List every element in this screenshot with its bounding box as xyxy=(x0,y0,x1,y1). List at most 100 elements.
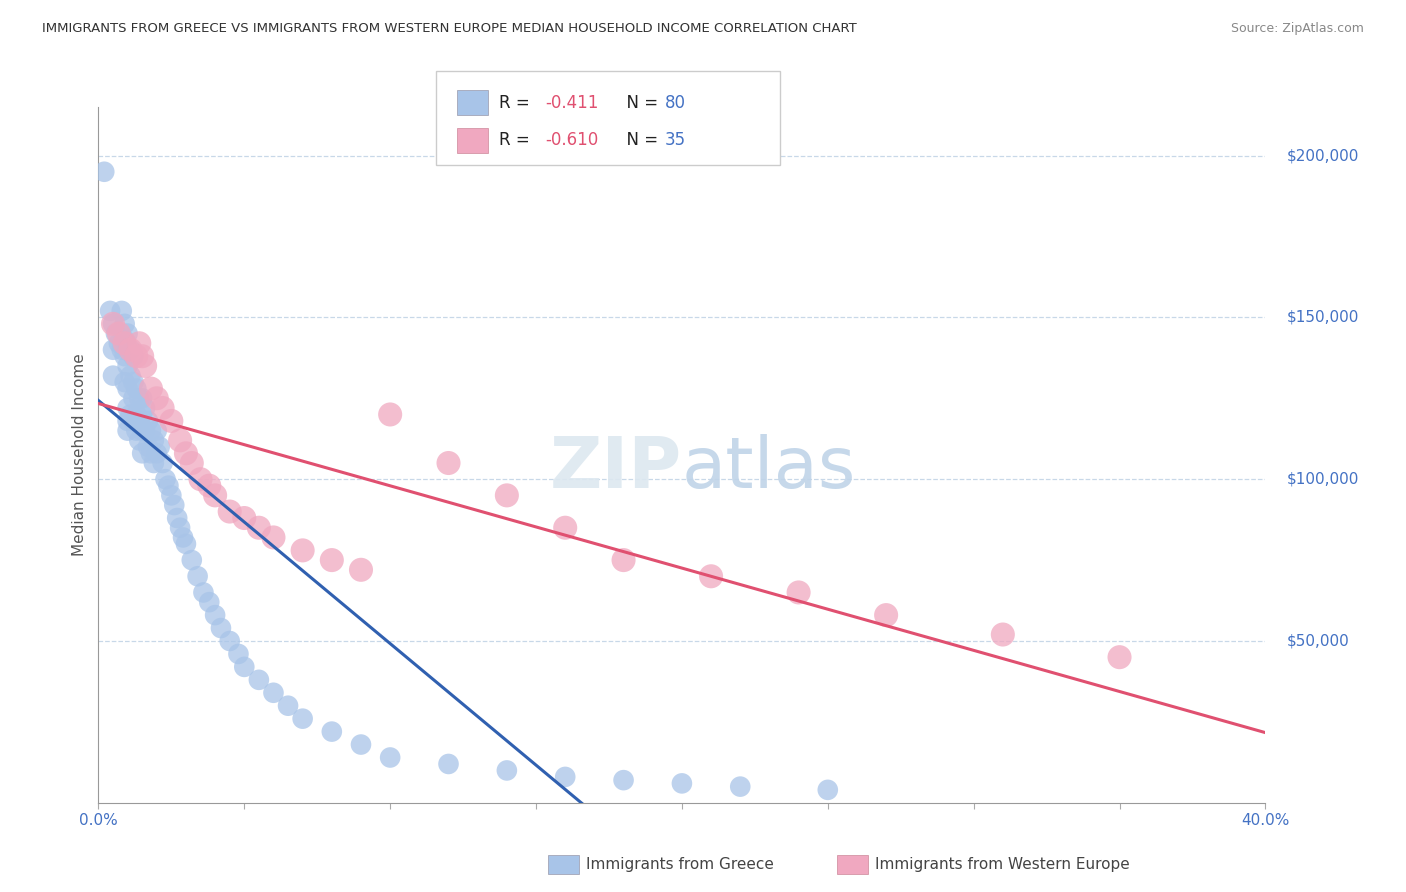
Point xyxy=(134,359,156,373)
Point xyxy=(875,608,897,623)
Point xyxy=(101,343,124,357)
Point xyxy=(125,408,148,422)
Text: R =: R = xyxy=(499,94,536,112)
Point xyxy=(139,446,162,460)
Point xyxy=(991,627,1014,641)
Point xyxy=(169,434,191,448)
Point xyxy=(120,368,142,383)
Text: $50,000: $50,000 xyxy=(1286,633,1350,648)
Point xyxy=(700,569,723,583)
Point xyxy=(155,472,177,486)
Point xyxy=(125,382,148,396)
Point xyxy=(495,488,517,502)
Point xyxy=(114,336,136,351)
Point xyxy=(114,375,136,389)
Point xyxy=(122,414,145,428)
Point xyxy=(139,382,162,396)
Point xyxy=(117,326,139,341)
Point xyxy=(1108,650,1130,665)
Point xyxy=(93,165,115,179)
Text: 80: 80 xyxy=(665,94,686,112)
Point xyxy=(233,660,256,674)
Text: $100,000: $100,000 xyxy=(1286,472,1360,487)
Text: R =: R = xyxy=(499,131,536,149)
Point xyxy=(122,349,145,363)
Point xyxy=(117,343,139,357)
Point xyxy=(152,456,174,470)
Point xyxy=(321,724,343,739)
Point xyxy=(122,392,145,406)
Point xyxy=(120,408,142,422)
Point xyxy=(117,424,139,438)
Point xyxy=(817,782,839,797)
Point xyxy=(228,647,250,661)
Point xyxy=(209,621,232,635)
Point xyxy=(437,456,460,470)
Point xyxy=(174,446,197,460)
Point xyxy=(128,414,150,428)
Point xyxy=(131,424,153,438)
Point xyxy=(554,770,576,784)
Point xyxy=(101,317,124,331)
Point xyxy=(495,764,517,778)
Point xyxy=(787,585,810,599)
Point xyxy=(131,446,153,460)
Point xyxy=(190,472,212,486)
Point xyxy=(152,401,174,415)
Point xyxy=(218,634,240,648)
Text: Immigrants from Greece: Immigrants from Greece xyxy=(586,857,775,871)
Point xyxy=(111,343,134,357)
Point xyxy=(134,401,156,415)
Point xyxy=(378,750,402,764)
Point xyxy=(612,553,634,567)
Point xyxy=(198,595,221,609)
Point xyxy=(160,414,183,428)
Y-axis label: Median Household Income: Median Household Income xyxy=(72,353,87,557)
Point xyxy=(321,553,343,567)
Point xyxy=(146,446,169,460)
Text: atlas: atlas xyxy=(682,434,856,503)
Point xyxy=(350,738,373,752)
Text: $150,000: $150,000 xyxy=(1286,310,1360,325)
Point xyxy=(136,440,159,454)
Point xyxy=(554,521,576,535)
Point xyxy=(131,408,153,422)
Point xyxy=(671,776,693,790)
Point xyxy=(114,317,136,331)
Point xyxy=(169,521,191,535)
Point xyxy=(142,456,165,470)
Point xyxy=(174,537,197,551)
Point xyxy=(117,382,139,396)
Text: IMMIGRANTS FROM GREECE VS IMMIGRANTS FROM WESTERN EUROPE MEDIAN HOUSEHOLD INCOME: IMMIGRANTS FROM GREECE VS IMMIGRANTS FRO… xyxy=(42,22,856,36)
Point xyxy=(233,511,256,525)
Text: Immigrants from Western Europe: Immigrants from Western Europe xyxy=(875,857,1129,871)
Point xyxy=(114,349,136,363)
Point xyxy=(117,401,139,415)
Point xyxy=(180,456,202,470)
Point xyxy=(166,511,188,525)
Text: $200,000: $200,000 xyxy=(1286,148,1360,163)
Point xyxy=(134,424,156,438)
Point xyxy=(172,531,194,545)
Point xyxy=(117,359,139,373)
Point xyxy=(136,414,159,428)
Point xyxy=(101,368,124,383)
Point xyxy=(193,585,215,599)
Text: N =: N = xyxy=(616,94,664,112)
Point xyxy=(247,521,270,535)
Point xyxy=(114,333,136,347)
Point xyxy=(131,349,153,363)
Point xyxy=(120,343,142,357)
Point xyxy=(131,392,153,406)
Text: ZIP: ZIP xyxy=(550,434,682,503)
Point xyxy=(350,563,373,577)
Point xyxy=(218,504,240,518)
Point xyxy=(108,336,131,351)
Point xyxy=(277,698,299,713)
Point xyxy=(378,408,402,422)
Point xyxy=(128,434,150,448)
Point xyxy=(128,392,150,406)
Point xyxy=(98,304,121,318)
Point xyxy=(187,569,209,583)
Point xyxy=(728,780,751,794)
